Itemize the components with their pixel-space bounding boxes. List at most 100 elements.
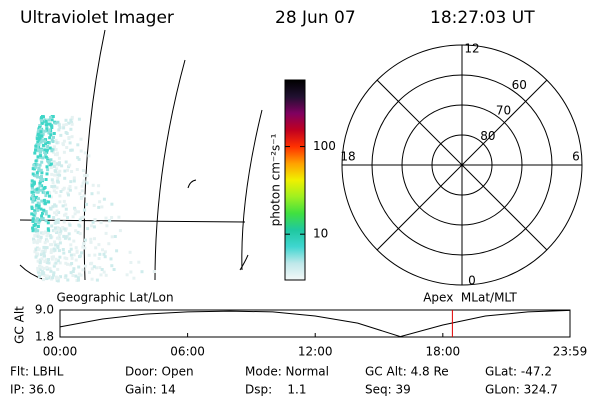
aurora-pixel [93,237,96,241]
aurora-pixel [62,139,66,143]
aurora-pixel [61,226,65,230]
aurora-pixel [54,138,58,142]
aurora-pixel [47,214,51,218]
aurora-pixel [58,163,61,167]
aurora-pixel [69,148,73,152]
aurora-pixel [90,277,94,281]
aurora-pixel [55,151,59,155]
lat-label: 60 [512,78,527,92]
aurora-pixel [45,165,49,169]
alt-ylabel: GC Alt [13,306,27,344]
aurora-pixel [132,276,136,280]
aurora-pixel [39,155,42,159]
aurora-pixel [35,217,39,221]
aurora-pixel [40,160,44,164]
aurora-pixel [95,266,98,270]
aurora-pixel [81,181,85,185]
aurora-pixel [54,243,58,247]
aurora-pixel [52,247,56,251]
aurora-pixel [36,208,40,212]
aurora-pixel [102,197,106,201]
aurora-pixel [42,186,46,190]
aurora-pixel [38,126,42,129]
aurora-pixel [44,219,48,223]
aurora-pixel [99,221,103,225]
aurora-pixel [93,253,97,257]
aurora-pixel [31,186,34,190]
aurora-pixel [94,246,98,250]
aurora-pixel [36,232,40,236]
aurora-pixel [37,248,41,252]
aurora-pixel [38,261,42,265]
aurora-pixel [63,227,67,231]
aurora-pixel [64,261,68,265]
aurora-pixel [50,224,54,228]
aurora-pixel [33,250,37,254]
colorbar-label: photon cm⁻²s⁻¹ [269,133,283,226]
aurora-pixel [30,181,34,185]
aurora-pixel [44,212,48,216]
aurora-pixel [33,151,37,155]
aurora-pixel [64,274,68,278]
aurora-pixel [88,270,91,274]
aurora-pixel [57,233,61,236]
aurora-pixel [102,270,106,274]
aurora-pixel [99,273,103,277]
aurora-pixel [70,262,74,265]
aurora-pixel [33,234,37,238]
aurora-pixel [79,273,83,277]
aurora-pixel [68,163,72,167]
aurora-pixel [113,235,117,238]
aurora-pixel [97,205,101,209]
aurora-pixel [39,134,43,138]
aurora-pixel [33,211,37,215]
aurora-pixel [77,278,80,282]
aurora-pixel [61,188,65,192]
aurora-pixel [68,250,72,254]
aurora-pixel [40,214,44,218]
aurora-pixel [38,148,42,152]
aurora-pixel [91,220,95,224]
aurora-pixel [115,249,119,253]
mlt-label: 18 [340,150,355,164]
aurora-pixel [51,205,55,209]
aurora-pixel [64,118,68,122]
aurora-pixel [44,119,48,123]
aurora-pixel [40,231,44,235]
aurora-pixel [81,245,85,249]
aurora-pixel [38,150,42,154]
aurora-pixel [70,121,74,125]
alt-right-label: Apex MLat/MLT [423,291,517,305]
aurora-pixel [43,139,47,143]
aurora-pixel [43,254,46,258]
aurora-pixel [58,126,62,130]
aurora-pixel [61,143,65,147]
aurora-pixel [43,201,47,205]
aurora-pixel [36,155,40,159]
aurora-pixel [107,242,111,246]
aurora-pixel [65,146,69,149]
aurora-pixel [42,191,46,195]
aurora-pixel [46,141,50,144]
aurora-pixel [34,227,38,231]
aurora-pixel [54,257,58,261]
aurora-pixel [46,227,50,231]
info-field: GC Alt: 4.8 Re [365,365,449,379]
aurora-pixel [56,267,60,271]
aurora-pixel [50,172,54,176]
aurora-pixel [59,229,63,233]
aurora-pixel [37,138,41,142]
aurora-pixel [110,264,114,268]
aurora-pixel [79,137,83,141]
aurora-pixel [58,241,62,245]
aurora-pixel [85,173,89,177]
aurora-pixel [40,121,44,125]
aurora-pixel [47,258,50,261]
y-tick-label: 1.8 [35,330,54,344]
aurora-pixel [70,148,74,152]
coast [187,179,197,189]
aurora-pixel [55,186,59,190]
aurora-pixel [59,133,63,137]
aurora-pixel [34,144,38,148]
aurora-pixel [36,225,40,228]
